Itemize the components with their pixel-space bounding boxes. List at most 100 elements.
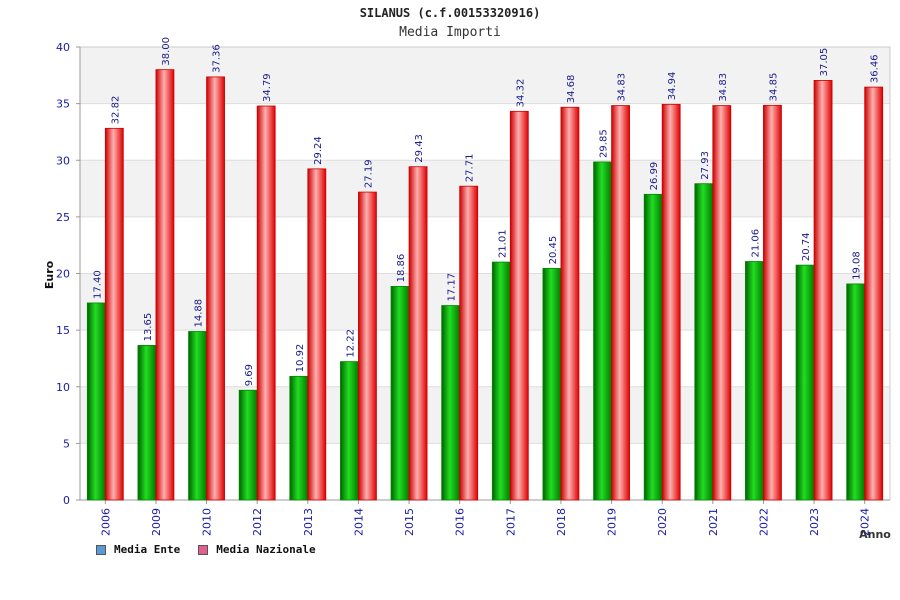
y-tick-label: 20 [56, 268, 70, 281]
data-label-media-nazionale: 34.83 [617, 73, 628, 102]
legend-label-media-nazionale: Media Nazionale [216, 543, 316, 556]
y-tick-label: 10 [56, 381, 70, 394]
bar-media-ente [238, 389, 258, 501]
bar-media-ente [137, 345, 157, 501]
x-tick-label: 2020 [656, 508, 669, 536]
data-label-media-ente: 18.86 [396, 254, 407, 283]
x-tick-label: 2023 [808, 508, 821, 536]
data-label-media-nazionale: 34.32 [515, 79, 526, 108]
bar-media-ente [795, 264, 815, 501]
bars-group [86, 69, 884, 501]
legend-swatch-media-nazionale [198, 544, 209, 555]
chart-subtitle: Media Importi [399, 25, 501, 40]
x-axis-label: Anno [859, 528, 891, 541]
chart-title: SILANUS (c.f.00153320916) [359, 6, 541, 20]
x-tick-label: 2006 [99, 508, 112, 536]
bar-media-nazionale [661, 103, 681, 501]
data-label-media-ente: 27.93 [700, 151, 711, 180]
y-tick-label: 30 [56, 154, 70, 167]
data-label-media-ente: 26.99 [649, 162, 660, 191]
bar-media-nazionale [155, 69, 175, 501]
data-label-media-ente: 13.65 [143, 313, 154, 342]
data-label-media-nazionale: 37.36 [212, 44, 223, 73]
x-tick-label: 2018 [555, 508, 568, 536]
y-tick-label: 15 [56, 324, 70, 337]
bar-media-ente [745, 261, 764, 501]
x-tick-label: 2009 [150, 508, 163, 536]
x-tick-label: 2016 [454, 508, 467, 536]
x-tick-label: 2021 [707, 508, 720, 536]
y-tick-label: 40 [56, 41, 70, 54]
bar-media-nazionale [763, 104, 782, 501]
data-label-media-ente: 10.92 [295, 344, 306, 373]
bar-media-nazionale [459, 185, 479, 501]
x-axis: 2006 2009 2010 2012 2013 2014 2015 2016 2017 2018… [80, 499, 890, 536]
x-tick-label: 2022 [757, 508, 770, 536]
legend-item-media-ente: Media Ente [96, 543, 180, 556]
bar-media-nazionale [104, 127, 124, 501]
y-tick-label: 35 [56, 98, 70, 111]
data-label-media-ente: 21.01 [497, 229, 508, 258]
legend-swatch-media-ente [96, 544, 106, 555]
bar-media-ente [340, 361, 359, 501]
bar-media-nazionale [864, 86, 884, 501]
data-label-media-nazionale: 34.79 [262, 73, 273, 102]
y-tick-label: 0 [63, 494, 70, 507]
bar-media-nazionale [358, 191, 377, 501]
data-label-media-nazionale: 32.82 [110, 96, 121, 125]
bar-media-nazionale [509, 110, 529, 501]
bar-media-ente [593, 161, 612, 501]
y-tick-label: 25 [56, 211, 70, 224]
bar-media-nazionale [408, 166, 428, 501]
bar-media-nazionale [307, 168, 327, 501]
data-label-media-ente: 17.40 [92, 270, 103, 299]
data-labels-group: 17.40 32.82 13.65 38.00 14.88 37.36 9.69 34.79 1… [92, 37, 880, 386]
data-label-media-nazionale: 34.94 [667, 72, 678, 101]
x-tick-label: 2015 [403, 508, 416, 536]
data-label-media-nazionale: 37.05 [819, 48, 830, 77]
data-label-media-ente: 21.06 [750, 229, 761, 258]
data-label-media-ente: 9.69 [244, 364, 255, 386]
bar-media-nazionale [712, 105, 732, 501]
data-label-media-nazionale: 34.85 [768, 73, 779, 102]
data-label-media-nazionale: 29.43 [414, 134, 425, 163]
bar-media-nazionale [813, 80, 833, 501]
x-tick-label: 2017 [504, 508, 517, 536]
x-tick-label: 2012 [251, 508, 264, 536]
bar-media-nazionale [560, 106, 580, 501]
data-label-media-ente: 29.85 [599, 129, 610, 158]
bar-media-ente [643, 193, 663, 501]
y-axis-label: Euro [43, 260, 56, 289]
bar-media-ente [86, 302, 106, 501]
data-label-media-ente: 20.45 [548, 236, 559, 265]
bar-media-ente [542, 268, 562, 501]
legend-label-media-ente: Media Ente [114, 543, 181, 556]
data-label-media-nazionale: 38.00 [161, 37, 172, 66]
bar-media-nazionale [206, 76, 225, 501]
data-label-media-ente: 14.88 [194, 299, 205, 328]
data-label-media-nazionale: 36.46 [870, 54, 881, 83]
y-axis: 0 5 10 15 20 25 30 35 40 [56, 41, 81, 507]
x-tick-label: 2014 [352, 508, 365, 536]
x-tick-label: 2010 [201, 508, 214, 536]
x-tick-label: 2024 [859, 508, 872, 536]
data-label-media-ente: 19.08 [852, 251, 863, 280]
data-label-media-nazionale: 29.24 [313, 136, 324, 165]
data-label-media-nazionale: 34.68 [566, 75, 577, 104]
data-label-media-nazionale: 34.83 [718, 73, 729, 102]
bar-media-ente [188, 331, 207, 501]
data-label-media-nazionale: 27.19 [363, 159, 374, 188]
bar-media-ente [441, 305, 461, 501]
x-tick-label: 2019 [606, 508, 619, 536]
data-label-media-ente: 20.74 [801, 232, 812, 261]
bar-media-nazionale [256, 105, 276, 501]
data-label-media-ente: 17.17 [447, 273, 458, 302]
bar-media-ente [694, 183, 714, 501]
bar-media-ente [289, 375, 309, 501]
data-label-media-nazionale: 27.71 [465, 154, 476, 183]
data-label-media-ente: 12.22 [345, 329, 356, 358]
bar-media-ente [491, 261, 511, 501]
x-tick-label: 2013 [302, 508, 315, 536]
